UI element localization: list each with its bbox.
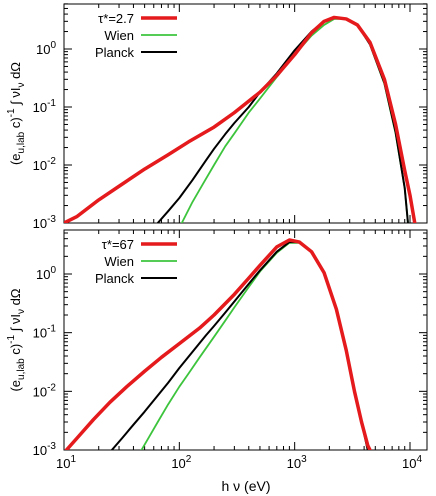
series-line-tau — [64, 238, 372, 450]
legend-label: Wien — [104, 254, 134, 269]
x-axis-label: h ν (eV) — [221, 478, 270, 494]
series-line-tau — [64, 15, 417, 223]
y-tick-label: 10-3 — [33, 441, 57, 458]
y-tick-label: 10-1 — [33, 324, 57, 341]
legend-label: τ*=2.7 — [98, 11, 134, 26]
x-tick-label: 104 — [402, 454, 422, 471]
y-tick-label: 10-3 — [33, 214, 57, 231]
legend-label: Wien — [104, 28, 134, 43]
bottom-panel: 10-3 10-2 10-1 100 101 102 103 104 (eu,lab c)-1 … — [6, 229, 428, 471]
y-tick-label: 100 — [36, 265, 56, 282]
y-axis-label: (eu,lab c)-1 ∫ νIν dΩ — [6, 288, 27, 391]
legend-label: Planck — [95, 45, 135, 60]
x-tick-label: 103 — [287, 454, 307, 471]
y-tick-label: 10-2 — [33, 156, 57, 173]
y-axis-label: (eu,lab c)-1 ∫ νIν dΩ — [6, 62, 27, 165]
plot-frame — [63, 229, 428, 451]
x-tick-label: 101 — [56, 454, 76, 471]
y-tick-label: 100 — [36, 40, 56, 57]
legend-label: τ*=67 — [102, 237, 134, 252]
legend-label: Planck — [95, 271, 135, 286]
y-tick-label: 10-1 — [33, 98, 57, 115]
top-panel: 10-3 10-2 10-1 100 (eu,lab c)-1 ∫ νIν dΩ τ*=2… — [6, 3, 428, 231]
x-tick-label: 102 — [171, 454, 191, 471]
plot-frame — [63, 3, 428, 224]
y-tick-label: 10-2 — [33, 382, 57, 399]
